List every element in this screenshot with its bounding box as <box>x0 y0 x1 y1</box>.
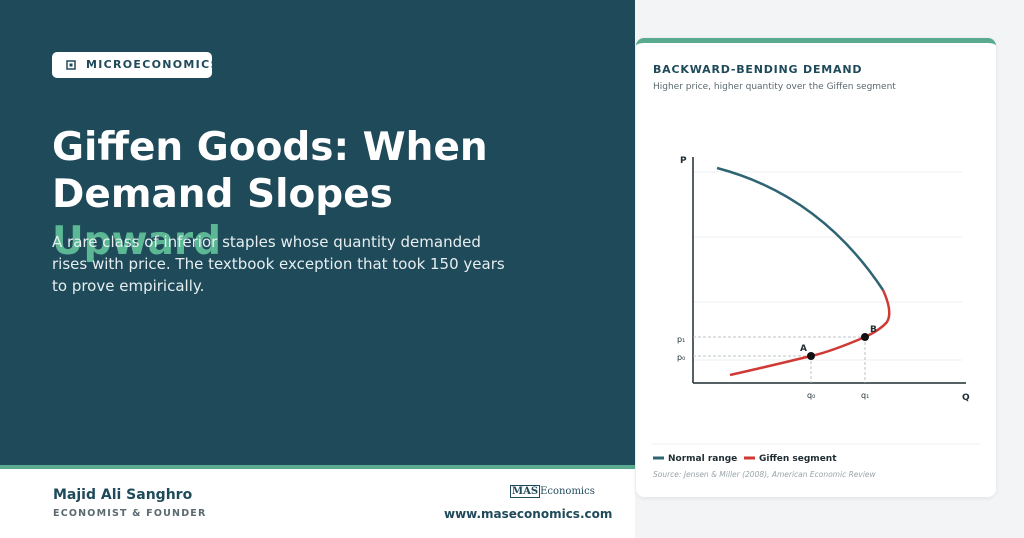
point-a <box>807 352 815 360</box>
logo-text: Economics <box>540 486 595 497</box>
badge-text: MICROECONOMICS <box>86 58 220 71</box>
footer-bar <box>0 465 635 538</box>
legend-label: Normal range <box>668 454 737 464</box>
normal-curve <box>716 166 885 291</box>
website-url: www.maseconomics.com <box>444 507 613 521</box>
author-name: Majid Ali Sanghro <box>53 487 193 503</box>
headline: Giffen Goods: When Demand Slopes Upward <box>52 124 572 265</box>
point-label: A <box>800 344 807 354</box>
description: A rare class of inferior staples whose q… <box>52 233 505 295</box>
chart-card <box>636 38 996 497</box>
source-note: Source: Jensen & Miller (2008), American… <box>653 470 877 479</box>
price-label: p₀ <box>677 353 685 362</box>
author-role: ECONOMIST & FOUNDER <box>53 508 207 519</box>
legend-label: Giffen segment <box>759 454 837 464</box>
point-label: B <box>870 325 877 335</box>
logo-box: MAS <box>510 485 541 498</box>
y-axis-label: P <box>680 156 687 166</box>
x-axis-label: Q <box>962 393 970 403</box>
category-badge: MICROECONOMICS <box>52 52 219 78</box>
guides <box>693 336 866 383</box>
headline-highlight: Upward <box>52 219 222 264</box>
headline-text: Giffen Goods: When Demand Slopes <box>52 125 488 217</box>
logo: MAS Economics <box>510 485 595 498</box>
point-b <box>861 333 869 341</box>
quantity-label: q₁ <box>861 391 869 400</box>
price-label: p₁ <box>677 335 685 344</box>
grid <box>693 171 962 361</box>
card-title: BACKWARD-BENDING DEMAND <box>653 63 862 76</box>
chip-icon <box>66 60 76 70</box>
quantity-label: q₀ <box>807 391 815 400</box>
card-subtitle: Higher price, higher quantity over the G… <box>653 82 896 92</box>
